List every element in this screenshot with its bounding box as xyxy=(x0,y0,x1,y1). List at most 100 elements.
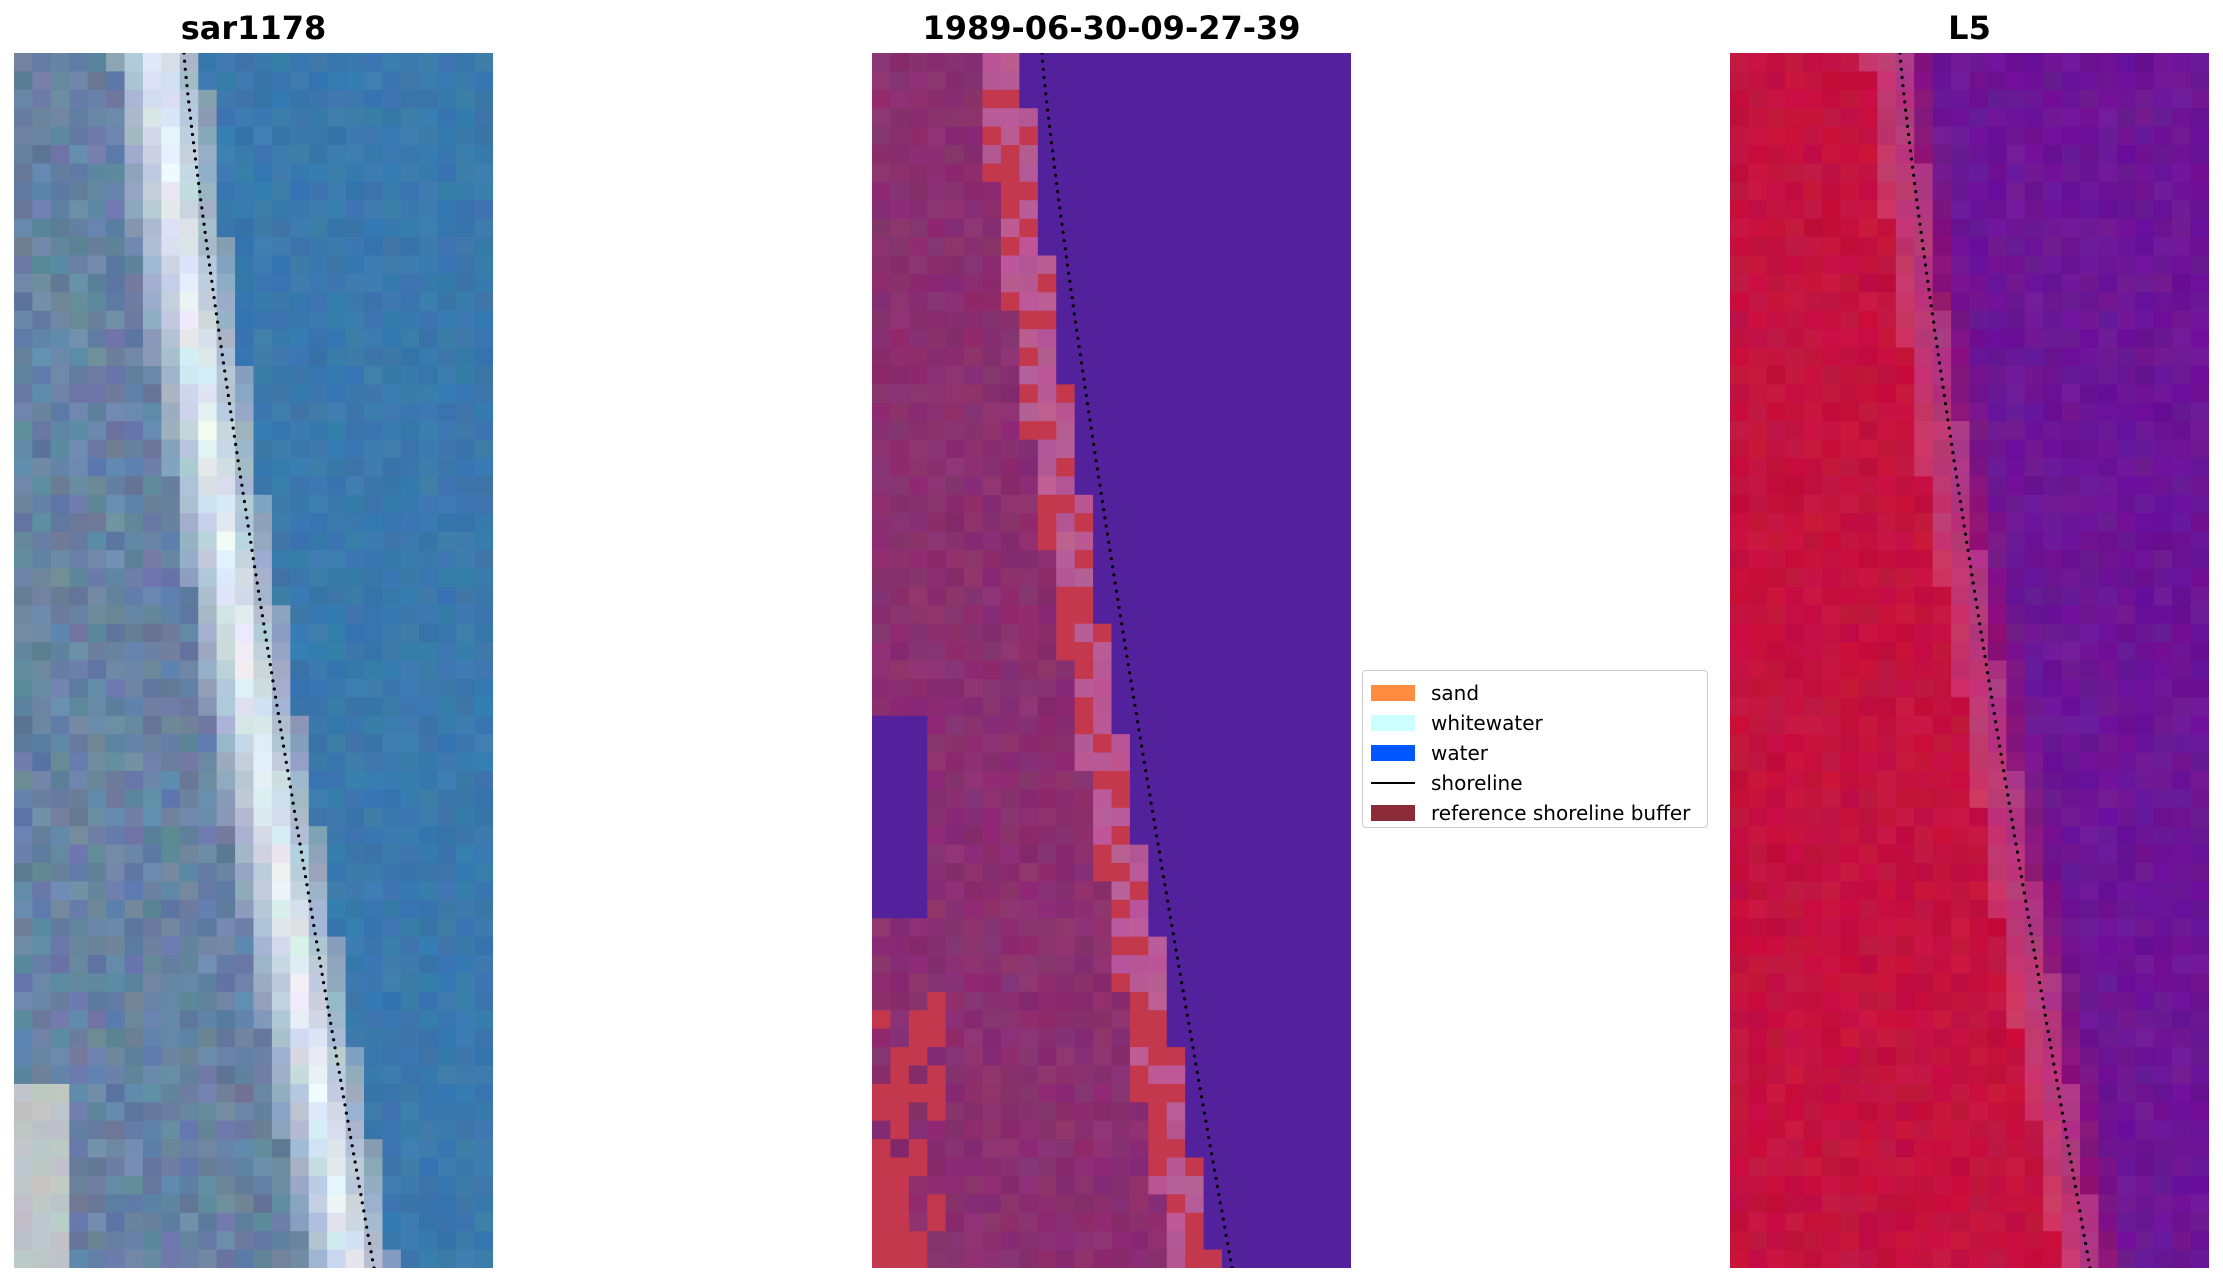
shoreline-point xyxy=(2007,801,2011,805)
shoreline-point xyxy=(1093,451,1097,455)
shoreline-point xyxy=(2085,1250,2089,1254)
legend-label: shoreline xyxy=(1431,771,1523,795)
shoreline-point xyxy=(1966,548,1970,552)
shoreline-point xyxy=(190,132,195,137)
shoreline-point xyxy=(329,1021,333,1025)
shoreline-point xyxy=(251,557,255,561)
shoreline-point xyxy=(1148,793,1152,797)
shoreline-point xyxy=(1946,418,1950,422)
shoreline-point xyxy=(1132,695,1136,699)
shoreline-point xyxy=(1121,630,1125,634)
shoreline-point xyxy=(1185,1013,1189,1017)
shoreline-point xyxy=(1049,141,1054,145)
shoreline-point xyxy=(1089,426,1093,430)
shoreline-point xyxy=(2006,793,2010,797)
shoreline-point xyxy=(198,190,202,194)
shoreline-point xyxy=(1207,1135,1211,1140)
shoreline-point xyxy=(1041,67,1045,71)
legend-item-water: water xyxy=(1371,738,1699,768)
shoreline-point xyxy=(219,345,223,349)
shoreline-point xyxy=(1088,418,1092,422)
shoreline-point xyxy=(1905,124,1910,128)
shoreline-point xyxy=(2033,956,2037,960)
shoreline-point xyxy=(1141,752,1145,756)
shoreline-point xyxy=(1102,508,1106,512)
shoreline-point xyxy=(1097,475,1101,479)
shoreline-point xyxy=(1984,663,1988,667)
shoreline-point xyxy=(1917,214,1921,218)
shoreline-point xyxy=(262,622,266,626)
shoreline-point xyxy=(1112,573,1116,577)
legend-label: reference shoreline buffer xyxy=(1431,801,1691,825)
shoreline-point xyxy=(1171,932,1175,936)
shoreline-point xyxy=(320,972,324,977)
shoreline-point xyxy=(1159,858,1163,862)
shoreline-point xyxy=(1168,915,1172,920)
shoreline-point xyxy=(217,328,221,332)
shoreline-point xyxy=(1103,516,1107,520)
shoreline-point xyxy=(1100,499,1104,504)
shoreline-point xyxy=(1134,711,1138,716)
shoreline-point xyxy=(369,1250,373,1254)
shoreline-point xyxy=(1105,532,1110,536)
shoreline-point xyxy=(341,1095,346,1099)
shoreline-point xyxy=(1957,491,1961,495)
shoreline-point xyxy=(1928,296,1932,300)
shoreline-point xyxy=(1987,679,1991,683)
shoreline-point xyxy=(2000,760,2004,765)
shoreline-point xyxy=(1077,345,1081,349)
shoreline-point xyxy=(2066,1144,2070,1148)
shoreline-point xyxy=(2043,1013,2047,1017)
shoreline-point xyxy=(303,875,308,879)
shoreline-point xyxy=(2072,1176,2076,1180)
shoreline-point xyxy=(291,801,295,805)
shoreline-point xyxy=(1998,744,2002,748)
legend-item-shoreline: shoreline xyxy=(1371,768,1699,798)
shoreline-point xyxy=(1187,1021,1191,1025)
shoreline-point xyxy=(1120,622,1124,626)
shoreline-point xyxy=(1220,1209,1224,1213)
shoreline-point xyxy=(1934,336,1938,340)
shoreline-point xyxy=(297,834,301,838)
shoreline-point xyxy=(246,524,250,528)
shoreline-point xyxy=(292,809,297,814)
shoreline-point xyxy=(1153,826,1157,830)
shoreline-point xyxy=(313,932,317,936)
shoreline-point xyxy=(2082,1233,2086,1237)
shoreline-point xyxy=(286,769,290,773)
legend-line-shoreline xyxy=(1371,782,1415,784)
shoreline-point xyxy=(2015,850,2019,854)
shoreline-point xyxy=(2042,1005,2046,1009)
shoreline-point xyxy=(1916,206,1920,210)
shoreline-point xyxy=(188,108,192,112)
legend-item-reference-buffer: reference shoreline buffer xyxy=(1371,798,1699,828)
legend-label: water xyxy=(1431,741,1488,765)
shoreline-point xyxy=(1099,491,1103,495)
shoreline-point xyxy=(1178,972,1182,977)
shoreline-point xyxy=(1126,663,1130,667)
shoreline-point xyxy=(362,1209,366,1213)
legend-swatch-reference-buffer xyxy=(1371,805,1415,821)
shoreline-point xyxy=(1903,100,1907,104)
shoreline-point xyxy=(242,499,246,504)
shoreline-point xyxy=(1975,605,1979,610)
shoreline-point xyxy=(1902,92,1906,96)
shoreline-point xyxy=(1150,809,1155,814)
shoreline-point xyxy=(294,817,298,822)
shoreline-point xyxy=(347,1127,351,1131)
legend-label: whitewater xyxy=(1431,711,1543,735)
shoreline-point xyxy=(1160,866,1164,871)
shoreline-point xyxy=(350,1144,354,1148)
shoreline-point xyxy=(1217,1193,1221,1197)
shoreline-point xyxy=(1933,328,1937,332)
shoreline-point xyxy=(1899,67,1903,71)
shoreline-point xyxy=(275,703,279,707)
shoreline-point xyxy=(1170,923,1174,928)
shoreline-point xyxy=(2076,1201,2080,1205)
shoreline-point xyxy=(1970,573,1974,577)
shoreline-point xyxy=(1164,891,1168,895)
shoreline-point xyxy=(327,1013,331,1017)
shoreline-point xyxy=(256,589,261,593)
shoreline-point xyxy=(264,638,268,642)
shoreline-point xyxy=(1076,336,1080,340)
